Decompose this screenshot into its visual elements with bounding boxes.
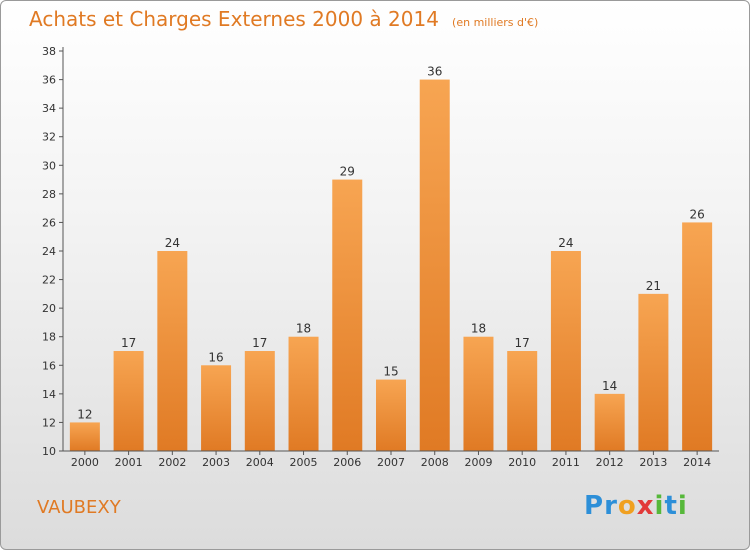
bar-value-label: 14	[602, 379, 617, 393]
logo-letter: x	[636, 491, 655, 521]
y-tick-label: 38	[42, 45, 56, 58]
bar	[244, 351, 275, 451]
y-tick-label: 24	[42, 245, 56, 258]
bar	[594, 393, 625, 451]
bar-value-label: 12	[77, 407, 92, 421]
bar	[419, 79, 450, 452]
commune-name: VAUBEXY	[37, 497, 121, 518]
logo-letter: i	[677, 491, 688, 521]
bar-value-label: 17	[515, 336, 530, 350]
x-tick-label: 2009	[464, 456, 492, 469]
chart-subtitle: (en milliers d'€)	[452, 16, 539, 29]
logo-letter: o	[617, 491, 637, 521]
logo-letter: i	[654, 491, 665, 521]
x-tick-label: 2013	[639, 456, 667, 469]
y-tick-label: 22	[42, 274, 56, 287]
x-tick-label: 2001	[115, 456, 143, 469]
bar	[507, 351, 538, 451]
bar-value-label: 16	[208, 350, 223, 364]
bar-value-label: 24	[165, 236, 180, 250]
y-tick-label: 14	[42, 388, 56, 401]
y-axis: 10 12 14 16 18 20 22 24 26 28 30 32 34 36 38	[42, 45, 64, 458]
y-tick-label: 36	[42, 74, 56, 87]
y-tick-label: 16	[42, 359, 56, 372]
bar	[376, 379, 406, 451]
y-tick-label: 26	[42, 216, 56, 229]
bar-value-label: 18	[471, 322, 486, 336]
bar	[550, 251, 581, 451]
bar-value-label: 18	[296, 322, 311, 336]
x-tick-label: 2008	[421, 456, 449, 469]
bar	[157, 251, 188, 451]
bar	[113, 351, 144, 451]
x-tick-label: 2004	[246, 456, 274, 469]
chart-title: Achats et Charges Externes 2000 à 2014	[29, 7, 439, 31]
bar-value-label: 21	[646, 279, 661, 293]
bar-value-label: 26	[689, 207, 704, 221]
y-tick-label: 20	[42, 302, 56, 315]
bar-value-label: 24	[558, 236, 573, 250]
x-tick-label: 2006	[333, 456, 361, 469]
logo-letter: P	[584, 491, 605, 521]
x-tick-label: 2000	[71, 456, 99, 469]
y-tick-label: 12	[42, 416, 56, 429]
y-tick-label: 28	[42, 188, 56, 201]
bar	[638, 293, 669, 451]
x-tick-label: 2007	[377, 456, 405, 469]
y-tick-label: 10	[42, 445, 56, 458]
bar-value-label: 29	[340, 165, 355, 179]
x-tick-label: 2003	[202, 456, 230, 469]
x-tick-label: 2011	[552, 456, 580, 469]
bars: 12 17 24 16 17 18 29 15 36 18 17 24 14 21 26	[69, 65, 713, 452]
x-tick-label: 2012	[596, 456, 624, 469]
bar	[69, 422, 100, 451]
bar	[682, 222, 713, 451]
y-tick-label: 30	[42, 159, 56, 172]
y-tick-label: 34	[42, 102, 56, 115]
bar-value-label: 17	[252, 336, 267, 350]
bar-value-label: 15	[383, 365, 398, 379]
proxiti-logo: Proxiti	[584, 491, 688, 521]
x-tick-label: 2010	[508, 456, 536, 469]
y-tick-label: 32	[42, 131, 56, 144]
bar-value-label: 17	[121, 336, 136, 350]
bar	[201, 365, 232, 451]
x-tick-label: 2002	[158, 456, 186, 469]
y-tick-label: 18	[42, 331, 56, 344]
bar	[288, 336, 319, 451]
x-tick-label: 2005	[290, 456, 318, 469]
bar-value-label: 36	[427, 65, 442, 79]
logo-letter: t	[664, 491, 678, 521]
x-axis: 2000 2001 2002 2003 2004 2005 2006 2007 2008 2009…	[63, 450, 719, 469]
title-row: Achats et Charges Externes 2000 à 2014 (…	[29, 7, 538, 31]
bar	[332, 179, 363, 452]
logo-letter: r	[604, 491, 618, 521]
bar	[463, 336, 494, 451]
x-tick-label: 2014	[683, 456, 711, 469]
